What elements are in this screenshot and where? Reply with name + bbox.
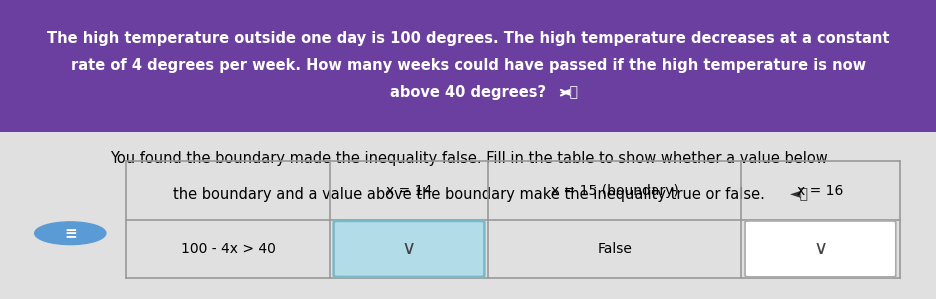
Text: ∨: ∨	[812, 239, 826, 258]
FancyBboxPatch shape	[0, 0, 936, 132]
Circle shape	[35, 222, 106, 245]
FancyBboxPatch shape	[333, 221, 484, 277]
Text: ≡: ≡	[64, 226, 77, 241]
Text: ◄⦿: ◄⦿	[560, 86, 578, 100]
Text: False: False	[596, 242, 632, 256]
Text: You found the boundary made the inequality false. Fill in the table to show whet: You found the boundary made the inequali…	[110, 151, 826, 166]
Text: rate of 4 degrees per week. How many weeks could have passed if the high tempera: rate of 4 degrees per week. How many wee…	[71, 58, 865, 73]
Text: 100 - 4x > 40: 100 - 4x > 40	[181, 242, 275, 256]
FancyBboxPatch shape	[0, 132, 936, 299]
Text: The high temperature outside one day is 100 degrees. The high temperature decrea: The high temperature outside one day is …	[47, 31, 889, 46]
FancyBboxPatch shape	[744, 221, 895, 277]
Text: the boundary and a value above the boundary make the inequality true or false.: the boundary and a value above the bound…	[172, 187, 764, 202]
Text: x = 14: x = 14	[386, 184, 431, 198]
Text: x = 16: x = 16	[797, 184, 842, 198]
Text: ◄⦿: ◄⦿	[789, 187, 808, 201]
Text: x = 15 (boundary): x = 15 (boundary)	[550, 184, 678, 198]
Text: ∨: ∨	[402, 239, 416, 258]
Text: above 40 degrees?: above 40 degrees?	[390, 85, 546, 100]
